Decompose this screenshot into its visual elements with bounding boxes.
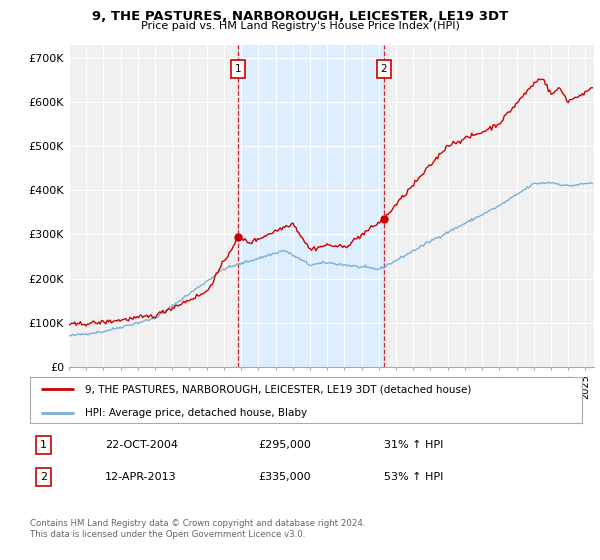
Text: £335,000: £335,000 — [258, 472, 311, 482]
Text: £295,000: £295,000 — [258, 440, 311, 450]
Text: 53% ↑ HPI: 53% ↑ HPI — [384, 472, 443, 482]
Text: 1: 1 — [40, 440, 47, 450]
Text: Price paid vs. HM Land Registry's House Price Index (HPI): Price paid vs. HM Land Registry's House … — [140, 21, 460, 31]
Text: 9, THE PASTURES, NARBOROUGH, LEICESTER, LE19 3DT: 9, THE PASTURES, NARBOROUGH, LEICESTER, … — [92, 10, 508, 23]
Text: 22-OCT-2004: 22-OCT-2004 — [105, 440, 178, 450]
Text: 12-APR-2013: 12-APR-2013 — [105, 472, 176, 482]
Text: 9, THE PASTURES, NARBOROUGH, LEICESTER, LE19 3DT (detached house): 9, THE PASTURES, NARBOROUGH, LEICESTER, … — [85, 384, 472, 394]
Text: 1: 1 — [235, 64, 241, 74]
Text: 2: 2 — [40, 472, 47, 482]
Text: HPI: Average price, detached house, Blaby: HPI: Average price, detached house, Blab… — [85, 408, 307, 418]
Text: Contains HM Land Registry data © Crown copyright and database right 2024.
This d: Contains HM Land Registry data © Crown c… — [30, 519, 365, 539]
Text: 31% ↑ HPI: 31% ↑ HPI — [384, 440, 443, 450]
Text: 2: 2 — [380, 64, 387, 74]
Bar — [238, 45, 383, 367]
